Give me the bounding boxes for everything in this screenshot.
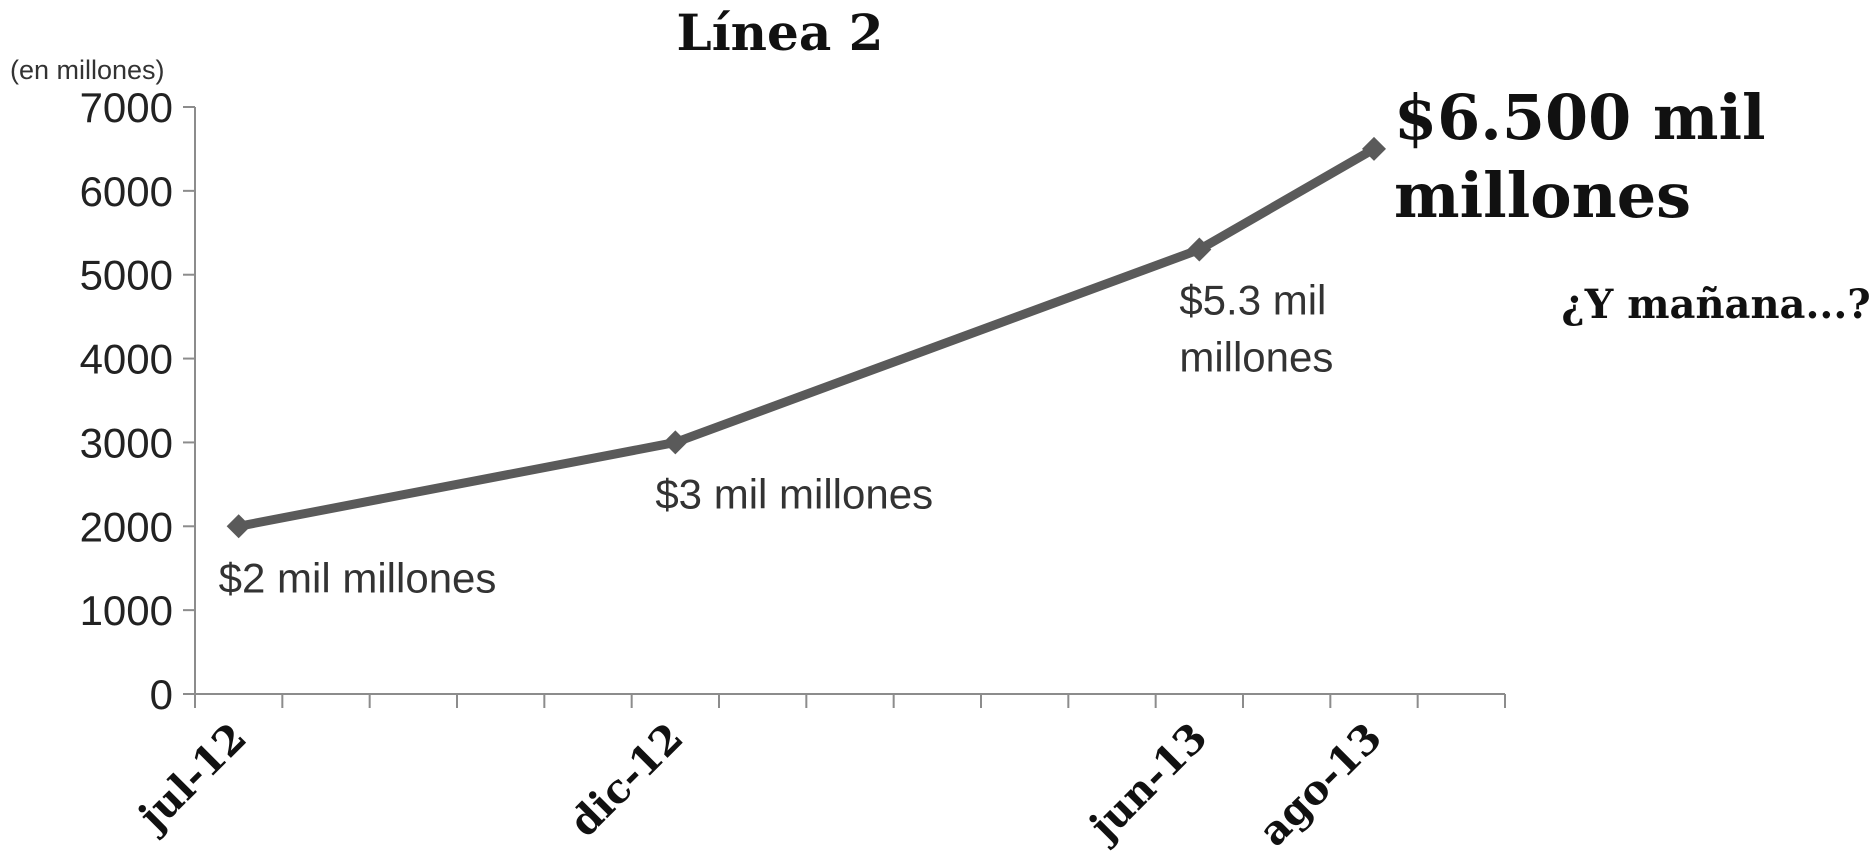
- x-tick-label: jul-12: [128, 714, 256, 842]
- data-point-marker: [226, 514, 251, 539]
- y-tick-label: 3000: [80, 419, 173, 466]
- data-point-marker: [1187, 237, 1212, 262]
- x-tick-label: jun-13: [1079, 714, 1217, 852]
- x-tick-label: dic-12: [560, 714, 692, 846]
- y-tick-label: 1000: [80, 587, 173, 634]
- y-tick-label: 2000: [80, 503, 173, 550]
- series-layer: [226, 136, 1386, 539]
- data-label-highlight: $6.500 mil millones: [1394, 81, 1766, 232]
- x-axis: jul-12 dic-12 jun-13 ago-13: [128, 693, 1506, 854]
- data-label: $5.3 mil millones: [1179, 277, 1333, 381]
- data-label: $2 mil millones: [219, 554, 497, 601]
- data-point-marker: [663, 430, 688, 455]
- y-axis-unit-label: (en millones): [10, 55, 165, 85]
- data-labels: $2 mil millones $3 mil millones $5.3 mil mi…: [219, 81, 1766, 601]
- y-tick-label: 7000: [80, 84, 173, 131]
- y-tick-label: 6000: [80, 168, 173, 215]
- y-axis: 0 1000 2000 3000 4000 5000 6000 7000: [80, 84, 196, 718]
- y-tick-label: 4000: [80, 336, 173, 383]
- y-tick-label: 5000: [80, 252, 173, 299]
- series-line: [234, 144, 1379, 531]
- y-tick-label: 0: [150, 671, 173, 718]
- data-point-marker: [1362, 136, 1386, 161]
- chart-title: Línea 2: [677, 3, 884, 62]
- data-label: $3 mil millones: [655, 470, 933, 517]
- x-tick-label: ago-13: [1250, 714, 1391, 854]
- annotation-question: ¿Y mañana...?: [1561, 281, 1870, 328]
